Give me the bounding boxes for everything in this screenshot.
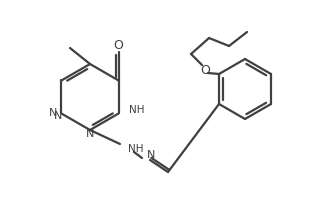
Text: N: N [54, 111, 63, 121]
Text: N: N [147, 150, 155, 160]
Text: O: O [113, 39, 124, 52]
Text: N: N [86, 129, 94, 139]
Text: NH: NH [128, 144, 144, 154]
Text: N: N [49, 109, 58, 119]
Text: NH: NH [129, 105, 144, 115]
Text: O: O [200, 63, 210, 77]
